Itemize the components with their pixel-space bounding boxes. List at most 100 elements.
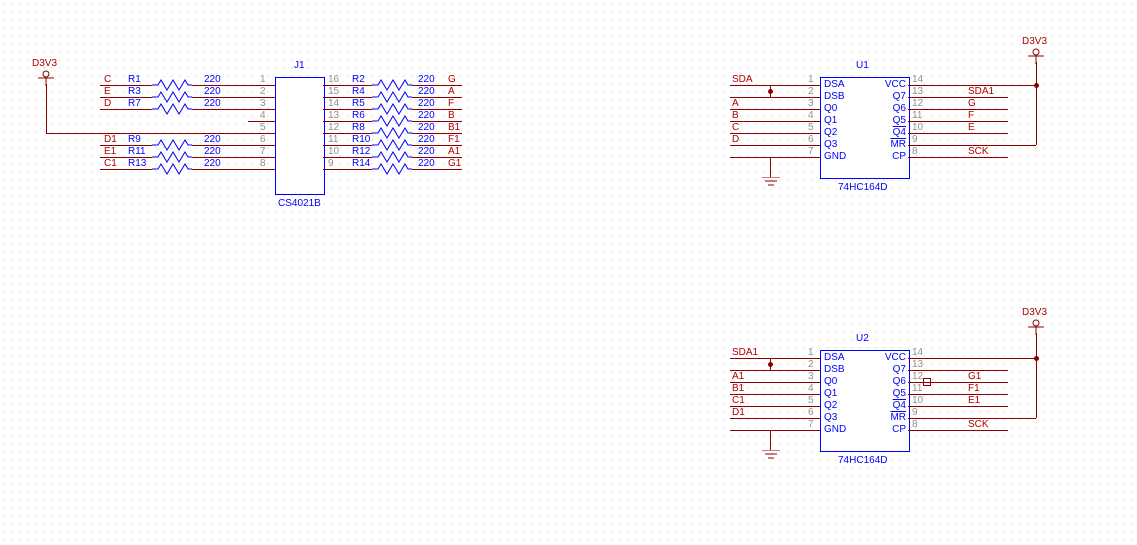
resistor-ref: R4	[352, 86, 365, 97]
net-label: SDA1	[732, 347, 758, 358]
pin-num: 12	[912, 371, 923, 382]
pin-num: 6	[808, 407, 814, 418]
u2-part: 74HC164D	[838, 455, 887, 466]
net-label: A1	[732, 371, 744, 382]
pin-wire	[908, 109, 1008, 110]
pin-num: 14	[328, 98, 339, 109]
pin-num: 6	[260, 134, 266, 145]
pin-name: VCC	[884, 79, 906, 90]
pin-num: 11	[912, 110, 922, 121]
pin-wire	[908, 133, 1008, 134]
pin-wire	[730, 430, 820, 431]
resistor-val: 220	[204, 134, 221, 145]
wire	[350, 169, 372, 170]
pin-num: 6	[808, 134, 814, 145]
pin-name: Q2	[824, 400, 837, 411]
pin-num: 12	[328, 122, 339, 133]
net-label: B	[448, 110, 455, 121]
resistor-R7	[152, 103, 192, 115]
resistor-R2	[372, 79, 412, 91]
wire	[770, 358, 771, 370]
resistor-R9	[152, 139, 192, 151]
pin-num: 5	[808, 122, 814, 133]
resistor-ref: R1	[128, 74, 141, 85]
pin-num: 1	[808, 74, 814, 85]
resistor-ref: R12	[352, 146, 370, 157]
pin-name: Q4	[884, 400, 906, 411]
pin-name: VCC	[884, 352, 906, 363]
resistor-val: 220	[418, 74, 435, 85]
pin-wire	[908, 145, 1008, 146]
wire	[46, 133, 275, 134]
resistor-R8	[372, 127, 412, 139]
pin-wire	[730, 418, 820, 419]
net-label: F	[448, 98, 454, 109]
net-label: G	[968, 98, 976, 109]
pin-name: DSB	[824, 364, 845, 375]
pin-num: 3	[808, 98, 814, 109]
resistor-R1	[152, 79, 192, 91]
net-label: G1	[968, 371, 981, 382]
pin-wire	[730, 85, 820, 86]
pin-wire	[730, 109, 820, 110]
pin-num: 13	[912, 359, 923, 370]
pin-wire	[730, 97, 820, 98]
pin-num: 8	[260, 158, 266, 169]
resistor-ref: R5	[352, 98, 365, 109]
pin-num: 13	[912, 86, 923, 97]
pin-num: 4	[808, 383, 814, 394]
net-label: B	[732, 110, 739, 121]
resistor-val: 220	[418, 98, 435, 109]
gnd-u1	[762, 177, 780, 192]
pin-num: 7	[260, 146, 266, 157]
resistor-ref: R8	[352, 122, 365, 133]
wire	[770, 430, 771, 450]
net-label: D	[732, 134, 739, 145]
pin-name: Q3	[824, 139, 837, 150]
net-label: F	[968, 110, 974, 121]
net-label: A	[732, 98, 739, 109]
pin-wire	[908, 406, 1008, 407]
pin-name: Q1	[824, 115, 837, 126]
pin-num: 1	[260, 74, 266, 85]
net-label: SCK	[968, 419, 989, 430]
pin-name: Q6	[884, 376, 906, 387]
pin-name: GND	[824, 151, 846, 162]
resistor-R3	[152, 91, 192, 103]
net-label: A	[448, 86, 455, 97]
net-label: C	[104, 74, 111, 85]
net-label: C1	[732, 395, 745, 406]
pin-name: CP	[884, 151, 906, 162]
pin-wire	[908, 418, 1008, 419]
net-label: SDA1	[968, 86, 994, 97]
resistor-val: 220	[204, 74, 221, 85]
gnd-u2	[762, 450, 780, 465]
net-label: E	[104, 86, 111, 97]
resistor-ref: R14	[352, 158, 370, 169]
resistor-val: 220	[418, 110, 435, 121]
resistor-R14	[372, 163, 412, 175]
pin-wire	[908, 430, 1008, 431]
net-label: SDA	[732, 74, 753, 85]
resistor-val: 220	[418, 146, 435, 157]
pin-wire	[908, 382, 1008, 383]
pin-num: 4	[808, 110, 814, 121]
resistor-ref: R7	[128, 98, 141, 109]
net-label: F1	[448, 134, 460, 145]
pin-wire	[730, 358, 820, 359]
ic-j1	[275, 77, 325, 195]
wire	[192, 109, 248, 110]
pin-name: Q0	[824, 103, 837, 114]
wire	[770, 157, 771, 177]
resistor-ref: R2	[352, 74, 365, 85]
resistor-R5	[372, 103, 412, 115]
pin-name: Q3	[824, 412, 837, 423]
pin-num: 15	[328, 86, 339, 97]
resistor-val: 220	[418, 86, 435, 97]
pin-name: MR	[884, 139, 906, 150]
pin-name: Q7	[884, 364, 906, 375]
pin-name: DSA	[824, 352, 845, 363]
pin-name: MR	[884, 412, 906, 423]
resistor-R10	[372, 139, 412, 151]
pin-name: DSB	[824, 91, 845, 102]
